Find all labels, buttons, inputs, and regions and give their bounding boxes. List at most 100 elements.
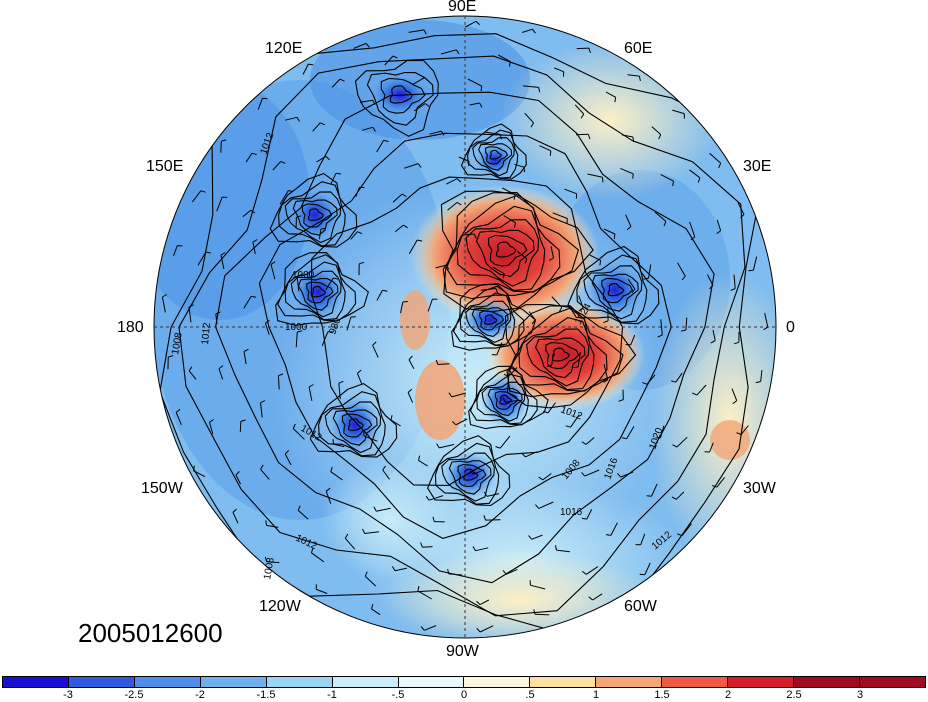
- wind-barb: [564, 188, 577, 195]
- wind-barb-flag: [251, 152, 257, 156]
- isobar-line: [278, 181, 346, 247]
- wind-barb-flag: [455, 49, 460, 55]
- wind-barb: [556, 549, 571, 553]
- wind-barb-flag: [188, 304, 194, 308]
- colorbar-swatch: [3, 677, 69, 687]
- wind-barb-flag: [364, 571, 368, 577]
- wind-barb-flag: [436, 443, 440, 449]
- wind-barb-flag: [339, 78, 345, 82]
- wind-barb: [447, 202, 458, 211]
- colorbar-swatch: [200, 677, 267, 687]
- isobar-line: [309, 382, 398, 458]
- wind-barb-flag: [371, 603, 374, 610]
- colorbar-swatch: [398, 677, 465, 687]
- wind-barb-flag: [495, 288, 499, 294]
- wind-barb-flag: [763, 326, 769, 331]
- isobar-line: [468, 365, 549, 430]
- wind-barb: [554, 67, 564, 73]
- isobar-label: 1000: [285, 322, 308, 333]
- colorbar-tick-label: .5: [525, 689, 535, 701]
- wind-barb: [376, 507, 391, 512]
- colorbar-swatch: [794, 677, 860, 687]
- wind-barb-flag: [220, 252, 226, 256]
- wind-barb-flag: [344, 533, 349, 539]
- wind-barb: [312, 122, 321, 132]
- wind-barb: [260, 402, 263, 418]
- wind-barb-flag: [605, 534, 611, 536]
- wind-barb-flag: [424, 77, 429, 82]
- isobar-line: [332, 409, 378, 446]
- wind-barb: [675, 372, 683, 383]
- colorbar-tick-label: -3: [63, 689, 73, 701]
- wind-barb: [502, 187, 516, 196]
- wind-barb: [376, 290, 383, 301]
- wind-barb: [361, 126, 373, 131]
- wind-barb: [740, 425, 749, 435]
- wind-barb: [716, 219, 722, 231]
- wind-barb-flag: [372, 341, 377, 346]
- wind-barb: [235, 474, 242, 485]
- wind-barb: [394, 567, 408, 572]
- wind-barb: [403, 163, 419, 169]
- wind-barb-flag: [483, 515, 486, 521]
- wind-barb: [530, 584, 546, 590]
- wind-barb: [414, 103, 426, 112]
- wind-barb: [376, 140, 385, 153]
- wind-barb: [260, 468, 270, 480]
- wind-barb: [188, 306, 192, 323]
- wind-barb: [625, 214, 632, 227]
- wind-barb-flag: [308, 63, 314, 66]
- wind-barb-flag: [472, 546, 476, 551]
- wind-barb: [551, 353, 554, 366]
- wind-barb: [445, 178, 458, 185]
- isobar-line: [442, 192, 580, 300]
- isobar-line: [389, 85, 413, 104]
- wind-barb: [330, 173, 337, 185]
- wind-barb: [584, 469, 600, 477]
- wind-barb: [496, 342, 503, 356]
- wind-barb-flag: [382, 289, 388, 292]
- wind-barb-flag: [558, 307, 563, 312]
- wind-barb-flag: [297, 505, 301, 511]
- wind-barb: [521, 28, 533, 33]
- wind-barb-flag: [200, 190, 206, 193]
- colorbar-tick-label: -1.5: [256, 689, 276, 701]
- wind-barb-flag: [432, 516, 435, 522]
- wind-barb: [676, 436, 688, 448]
- isobar-line: [301, 203, 333, 228]
- wind-barb-flag: [278, 373, 284, 377]
- graticule: [154, 16, 776, 638]
- wind-barb: [333, 443, 345, 448]
- wind-barb: [764, 312, 769, 328]
- colorbar-swatch: [728, 677, 795, 687]
- wind-barb: [173, 245, 178, 257]
- isobar-line: [465, 300, 512, 344]
- wind-barb-flag: [418, 455, 421, 461]
- wind-barb: [188, 370, 197, 380]
- wind-barb-flag: [483, 491, 488, 497]
- wind-barb: [547, 402, 556, 414]
- wind-barb: [716, 476, 725, 488]
- wind-barb-flag: [587, 134, 591, 140]
- wind-barb-flag: [243, 348, 249, 352]
- wind-barb: [418, 459, 428, 467]
- wind-barb: [508, 367, 518, 377]
- wind-barb: [382, 469, 390, 480]
- wind-barb: [266, 561, 280, 564]
- wind-barb: [479, 625, 494, 633]
- wind-barb-flag: [325, 156, 330, 161]
- wind-barb: [417, 590, 432, 600]
- wind-barb: [390, 419, 401, 427]
- wind-barb-flag: [578, 307, 584, 312]
- colorbar-tick-label: -2: [195, 689, 205, 701]
- isobar-line: [284, 191, 342, 244]
- isobar-line: [434, 442, 500, 505]
- wind-barb: [297, 510, 309, 520]
- wind-barb: [731, 388, 738, 401]
- wind-barb-flag: [270, 261, 276, 265]
- isobar-line: [518, 317, 595, 391]
- wind-barb: [517, 251, 528, 260]
- isobar-line: [526, 328, 590, 387]
- isobar-line: [451, 283, 537, 351]
